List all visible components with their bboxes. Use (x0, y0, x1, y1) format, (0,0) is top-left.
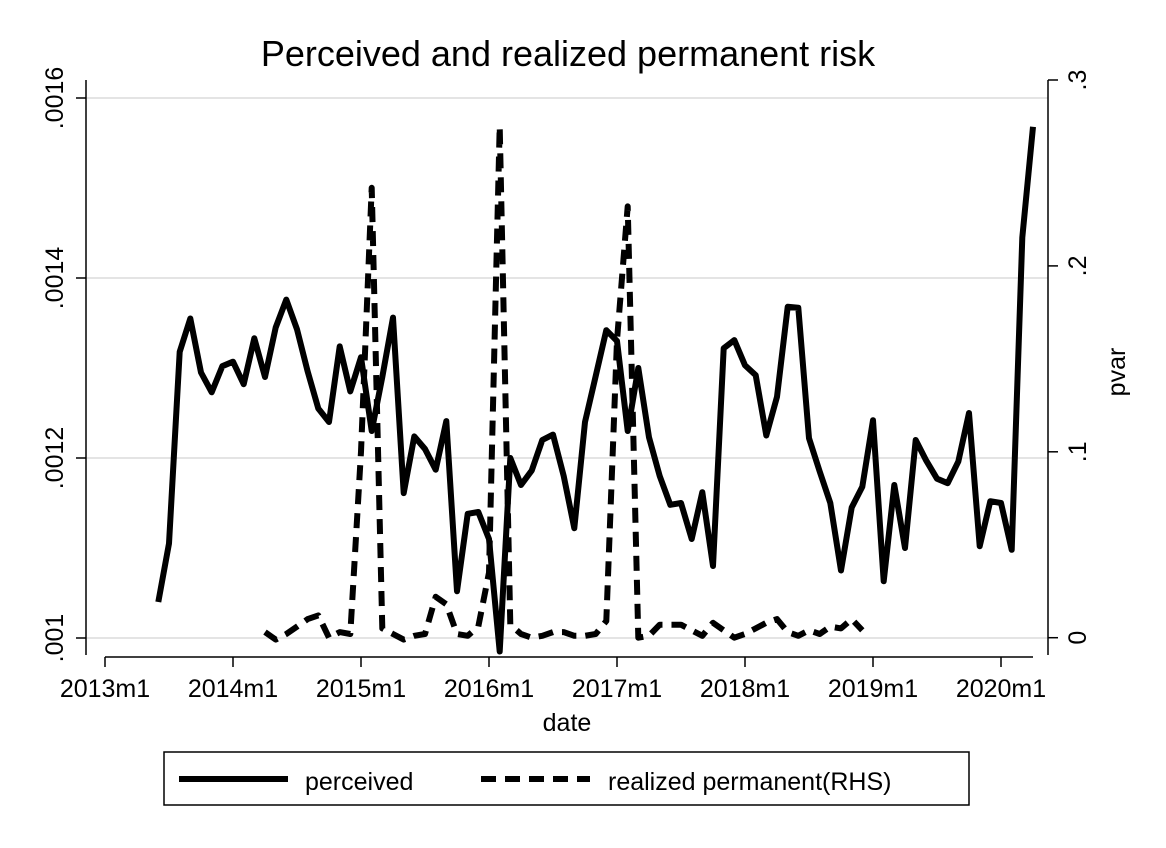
series-line-perceived (155, 126, 1036, 655)
legend-label-realized: realized permanent(RHS) (608, 768, 891, 796)
y-left-tick-label: .0014 (41, 247, 69, 310)
series-line-realized-permanent-rhs- (263, 123, 865, 643)
y-right-tick-label: .3 (1064, 70, 1092, 91)
axes-layer: .001 .0012 .0014 .0016 0 .1 .2 .3 2013m1 2014m1 20… (41, 67, 1092, 703)
legend-label-perceived: perceived (305, 768, 413, 796)
x-tick-label: 2020m1 (956, 675, 1046, 703)
x-tick-label: 2014m1 (188, 675, 278, 703)
legend: perceived realized permanent(RHS) (163, 751, 970, 806)
x-tick-label: 2013m1 (60, 675, 150, 703)
x-tick-label: 2017m1 (572, 675, 662, 703)
y-left-tick-label: .0012 (41, 427, 69, 490)
series-layer (155, 123, 1036, 655)
chart-title: Perceived and realized permanent risk (261, 33, 876, 74)
y-left-tick-label: .001 (41, 614, 69, 663)
x-tick-label: 2016m1 (444, 675, 534, 703)
x-tick-label: 2019m1 (828, 675, 918, 703)
x-tick-label: 2018m1 (700, 675, 790, 703)
x-axis-label: date (543, 709, 592, 737)
x-tick-label: 2015m1 (316, 675, 406, 703)
grid-layer (86, 97, 1048, 639)
y-left-tick-label: .0016 (41, 67, 69, 130)
y-right-axis-label: pvar (1103, 348, 1131, 397)
y-right-tick-label: 0 (1064, 631, 1092, 645)
y-right-tick-label: .2 (1064, 255, 1092, 276)
y-right-tick-label: .1 (1064, 441, 1092, 462)
